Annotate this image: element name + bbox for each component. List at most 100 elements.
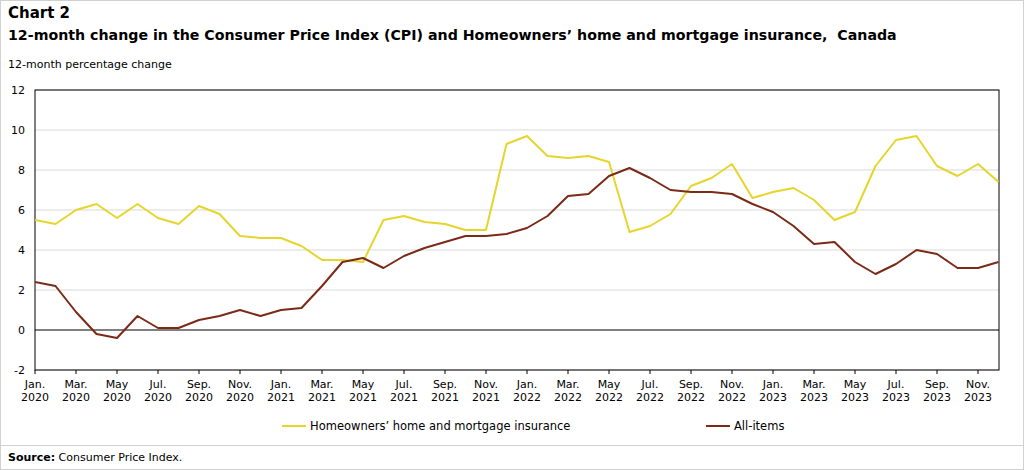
x-tick-label-part: Nov. [228,378,252,391]
x-tick-label-part: 2023 [759,391,787,404]
x-tick-label-part: 2023 [923,391,951,404]
x-tick-label-part: 2022 [677,391,705,404]
zero-line [35,330,999,331]
chart-frame [1,1,1024,470]
x-tick-label-part: Mar. [310,378,333,391]
x-tick-label-part: 2020 [62,391,90,404]
x-tick-label-part: Jan. [516,378,537,391]
x-tick-label-part: 2021 [431,391,459,404]
x-tick [35,370,36,374]
x-tick-label-part: 2020 [185,391,213,404]
x-tick [281,370,282,374]
x-tick-label-part: 2020 [21,391,49,404]
x-tick-label-part: 2022 [513,391,541,404]
y-tick-label: 0 [18,324,25,337]
x-tick-label-part: May [598,378,621,391]
x-tick-label-part: Jan. [24,378,45,391]
x-tick-label: Jan.2020 [21,378,49,404]
x-tick-label: Jul.2020 [144,378,172,404]
x-tick [240,370,241,374]
x-tick [650,370,651,374]
x-tick [404,370,405,374]
x-tick-label: Nov.2020 [226,378,254,404]
x-tick-label-part: 2020 [144,391,172,404]
source-text: Consumer Price Index. [55,451,182,464]
legend-label: All-items [734,419,784,433]
x-tick [199,370,200,374]
x-tick-label: Jul.2022 [636,378,664,404]
x-tick-label-part: 2021 [472,391,500,404]
x-tick [691,370,692,374]
chart: Chart 2 12-month change in the Consumer P… [0,0,1024,470]
x-tick-label-part: 2023 [882,391,910,404]
series-line [35,136,999,262]
grid-line [35,290,999,291]
separator [0,445,1024,446]
source: Source: Consumer Price Index. [8,451,182,464]
x-tick-label: Sep.2020 [185,378,213,404]
legend-label: Homeowners’ home and mortgage insurance [310,419,570,433]
x-tick-label: Jan.2021 [267,378,295,404]
x-tick [855,370,856,374]
x-tick-label-part: May [844,378,867,391]
y-tick-label: 12 [11,84,25,97]
x-tick [814,370,815,374]
y-tick-label: 4 [18,244,25,257]
x-tick [568,370,569,374]
x-tick-label: Mar.2020 [62,378,90,404]
x-tick-label: Sep.2023 [923,378,951,404]
series-line [35,168,999,338]
x-tick [158,370,159,374]
x-tick-label: Nov.2022 [718,378,746,404]
x-tick-label-part: Jul. [887,378,905,391]
x-tick-label-part: Nov. [966,378,990,391]
x-tick [978,370,979,374]
x-tick-label-part: Sep. [679,378,703,391]
x-tick-label-part: 2022 [636,391,664,404]
y-tick-label: -2 [14,364,25,377]
x-tick-label: Sep.2022 [677,378,705,404]
x-tick-label: May2021 [349,378,377,404]
plot-area [35,136,999,338]
plot-frame [35,90,999,370]
x-tick [486,370,487,374]
x-tick-label-part: 2022 [718,391,746,404]
x-tick-label: Sep.2021 [431,378,459,404]
x-tick-label-part: Jul. [395,378,413,391]
x-tick-label-part: 2023 [841,391,869,404]
x-tick-label-part: May [352,378,375,391]
x-tick-label: Mar.2021 [308,378,336,404]
x-tick-label-part: Nov. [474,378,498,391]
x-tick-label: Jul.2021 [390,378,418,404]
x-tick-label-part: Jan. [762,378,783,391]
grid-line [35,210,999,211]
x-tick-label-part: 2023 [964,391,992,404]
x-tick-label-part: Jul. [641,378,659,391]
x-tick-label-part: 2022 [595,391,623,404]
x-tick-label-part: 2023 [800,391,828,404]
x-tick [322,370,323,374]
x-tick-label: Nov.2023 [964,378,992,404]
x-tick-label: Mar.2023 [800,378,828,404]
y-axis-label: 12-month percentage change [8,58,172,71]
title: Chart 2 [8,4,70,22]
y-tick-label: 10 [11,124,25,137]
x-tick-label-part: 2021 [267,391,295,404]
grid-line [35,130,999,131]
x-tick-label-part: Mar. [802,378,825,391]
x-tick-label-part: 2021 [390,391,418,404]
x-tick-label-part: Sep. [187,378,211,391]
x-tick-label-part: May [106,378,129,391]
legend-swatch [282,425,306,427]
x-tick-label-part: Mar. [556,378,579,391]
subtitle: 12-month change in the Consumer Price In… [8,27,897,43]
y-tick-label: 8 [18,164,25,177]
x-tick-label-part: 2020 [226,391,254,404]
x-tick [445,370,446,374]
x-tick-label: Mar.2022 [554,378,582,404]
x-tick-label-part: Sep. [433,378,457,391]
x-tick [117,370,118,374]
x-tick-label-part: 2020 [103,391,131,404]
x-tick-label: May2023 [841,378,869,404]
x-tick-label-part: 2021 [349,391,377,404]
